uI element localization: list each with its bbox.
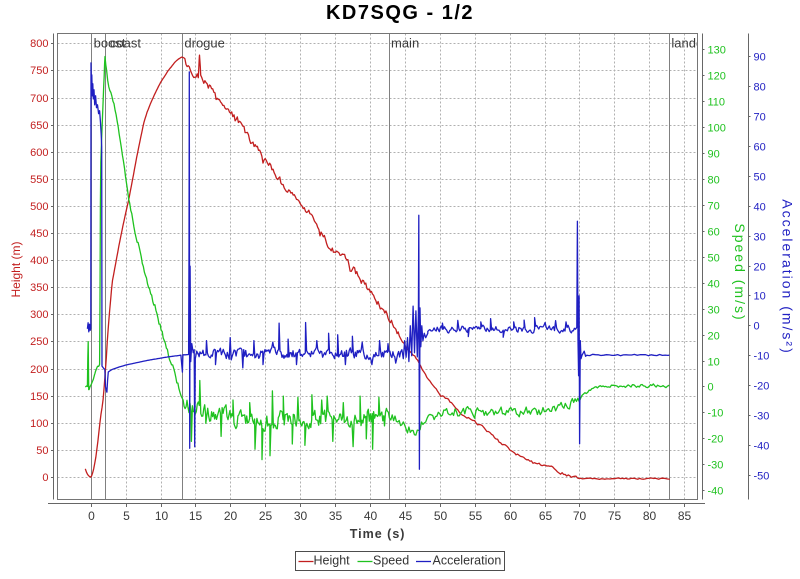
svg-text:100: 100	[708, 122, 726, 134]
svg-text:0: 0	[88, 509, 95, 523]
svg-text:40: 40	[754, 201, 766, 213]
svg-text:0: 0	[754, 320, 760, 332]
svg-text:60: 60	[754, 141, 766, 153]
svg-text:20: 20	[754, 261, 766, 273]
svg-text:-50: -50	[754, 470, 770, 482]
svg-text:-10: -10	[754, 350, 770, 362]
svg-text:30: 30	[708, 304, 720, 316]
svg-text:0: 0	[42, 472, 48, 484]
svg-text:10: 10	[754, 290, 766, 302]
svg-text:0: 0	[708, 381, 714, 393]
svg-text:50: 50	[434, 509, 448, 523]
svg-text:30: 30	[294, 509, 308, 523]
svg-text:boost: boost	[94, 36, 126, 51]
svg-text:600: 600	[30, 147, 48, 159]
svg-text:130: 130	[708, 44, 726, 56]
svg-text:40: 40	[708, 278, 720, 290]
svg-text:drogue: drogue	[184, 36, 224, 51]
svg-text:-20: -20	[754, 380, 770, 392]
svg-text:Speed (m/s): Speed (m/s)	[732, 223, 748, 321]
svg-text:Time (s): Time (s)	[350, 527, 406, 541]
svg-text:350: 350	[30, 282, 48, 294]
svg-text:Acceleration (m/s²): Acceleration (m/s²)	[780, 199, 796, 354]
svg-text:coast: coast	[110, 36, 141, 51]
svg-text:35: 35	[329, 509, 343, 523]
svg-text:110: 110	[708, 96, 726, 108]
svg-text:20: 20	[708, 330, 720, 342]
svg-text:85: 85	[678, 509, 692, 523]
svg-text:120: 120	[708, 70, 726, 82]
svg-text:-40: -40	[754, 440, 770, 452]
svg-text:100: 100	[30, 418, 48, 430]
svg-text:70: 70	[573, 509, 587, 523]
svg-text:15: 15	[189, 509, 203, 523]
svg-text:landed: landed	[671, 36, 710, 51]
svg-text:-10: -10	[708, 407, 724, 419]
svg-text:Height (m): Height (m)	[9, 241, 23, 297]
svg-text:-30: -30	[754, 410, 770, 422]
svg-text:450: 450	[30, 228, 48, 240]
svg-text:55: 55	[469, 509, 483, 523]
svg-text:-20: -20	[708, 433, 724, 445]
svg-text:80: 80	[643, 509, 657, 523]
svg-text:150: 150	[30, 391, 48, 403]
svg-text:10: 10	[155, 509, 169, 523]
svg-text:20: 20	[224, 509, 238, 523]
svg-text:70: 70	[754, 111, 766, 123]
svg-text:90: 90	[754, 51, 766, 63]
svg-text:200: 200	[30, 364, 48, 376]
svg-text:650: 650	[30, 120, 48, 132]
svg-text:80: 80	[708, 174, 720, 186]
svg-text:65: 65	[539, 509, 553, 523]
svg-text:800: 800	[30, 38, 48, 50]
svg-text:50: 50	[36, 445, 48, 457]
svg-text:-40: -40	[708, 485, 724, 497]
svg-text:750: 750	[30, 65, 48, 77]
svg-text:70: 70	[708, 200, 720, 212]
svg-text:5: 5	[123, 509, 130, 523]
svg-text:45: 45	[399, 509, 413, 523]
svg-text:-30: -30	[708, 459, 724, 471]
svg-text:Speed: Speed	[373, 554, 409, 568]
svg-text:75: 75	[608, 509, 622, 523]
svg-text:250: 250	[30, 336, 48, 348]
svg-text:25: 25	[259, 509, 273, 523]
svg-text:80: 80	[754, 81, 766, 93]
svg-text:90: 90	[708, 148, 720, 160]
svg-text:Acceleration: Acceleration	[433, 554, 502, 568]
svg-text:50: 50	[754, 171, 766, 183]
svg-text:60: 60	[504, 509, 518, 523]
svg-text:300: 300	[30, 309, 48, 321]
svg-text:KD7SQG - 1/2: KD7SQG - 1/2	[326, 2, 474, 24]
svg-text:550: 550	[30, 174, 48, 186]
svg-text:400: 400	[30, 255, 48, 267]
svg-text:700: 700	[30, 93, 48, 105]
svg-text:60: 60	[708, 226, 720, 238]
svg-text:Height: Height	[314, 554, 351, 568]
svg-text:10: 10	[708, 356, 720, 368]
svg-text:50: 50	[708, 252, 720, 264]
svg-text:40: 40	[364, 509, 378, 523]
svg-text:500: 500	[30, 201, 48, 213]
svg-text:main: main	[391, 36, 419, 51]
svg-text:30: 30	[754, 231, 766, 243]
